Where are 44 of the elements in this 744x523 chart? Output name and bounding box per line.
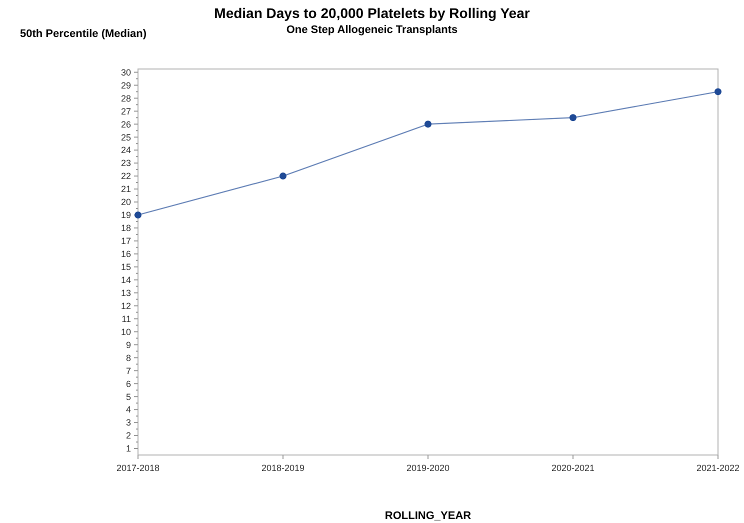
- y-tick-label: 7: [126, 366, 131, 376]
- y-tick-label: 16: [120, 249, 131, 260]
- chart-subtitle: One Step Allogeneic Transplants: [286, 24, 458, 36]
- y-tick-label: 17: [120, 236, 131, 246]
- y-tick-label: 2: [126, 430, 131, 441]
- y-axis-title: 50th Percentile (Median): [20, 28, 147, 40]
- y-tick-label: 20: [120, 197, 131, 208]
- chart-title: Median Days to 20,000 Platelets by Rolling Year: [214, 5, 530, 21]
- y-tick-label: 21: [120, 184, 131, 194]
- y-tick-label: 5: [126, 392, 131, 402]
- y-tick-label: 23: [120, 158, 131, 168]
- point: [280, 172, 286, 180]
- y-tick-label: 30: [120, 67, 131, 78]
- y-tick-label: 9: [126, 340, 131, 350]
- x-tick-label: 2017-2018: [116, 463, 160, 473]
- point: [424, 120, 432, 128]
- y-tick-label: 12: [120, 300, 131, 311]
- x-tick-label: 2020-2021: [551, 463, 595, 473]
- x-tick-label: 2021-2022: [696, 463, 740, 473]
- y-tick-label: 14: [120, 274, 131, 285]
- y-tick-label: 1: [126, 444, 131, 454]
- y-tick-label: 11: [122, 314, 131, 324]
- x-axis-title: ROLLING_YEAR: [384, 510, 472, 522]
- y-tick-label: 15: [120, 262, 131, 272]
- y-tick-label: 4: [126, 404, 131, 415]
- x-tick-label: 2019-2020: [406, 463, 450, 473]
- y-tick-label: 29: [120, 80, 131, 90]
- y-tick-label: 28: [120, 93, 131, 104]
- y-tick-label: 19: [120, 210, 131, 220]
- y-tick-label: 8: [126, 352, 131, 363]
- y-tick-label: 3: [126, 418, 131, 428]
- point: [714, 88, 722, 96]
- y-tick-label: 22: [120, 171, 131, 182]
- y-tick-label: 18: [120, 223, 131, 234]
- point: [570, 114, 576, 122]
- y-tick-label: 13: [120, 288, 131, 298]
- y-tick-label: 10: [120, 326, 131, 337]
- x-tick-label: 2018-2019: [261, 463, 305, 473]
- point: [134, 211, 142, 218]
- y-tick-label: 6: [126, 378, 131, 389]
- y-tick-label: 26: [120, 119, 131, 130]
- y-tick-label: 25: [120, 132, 131, 142]
- y-tick-label: 24: [120, 145, 131, 156]
- y-tick-label: 27: [120, 106, 131, 116]
